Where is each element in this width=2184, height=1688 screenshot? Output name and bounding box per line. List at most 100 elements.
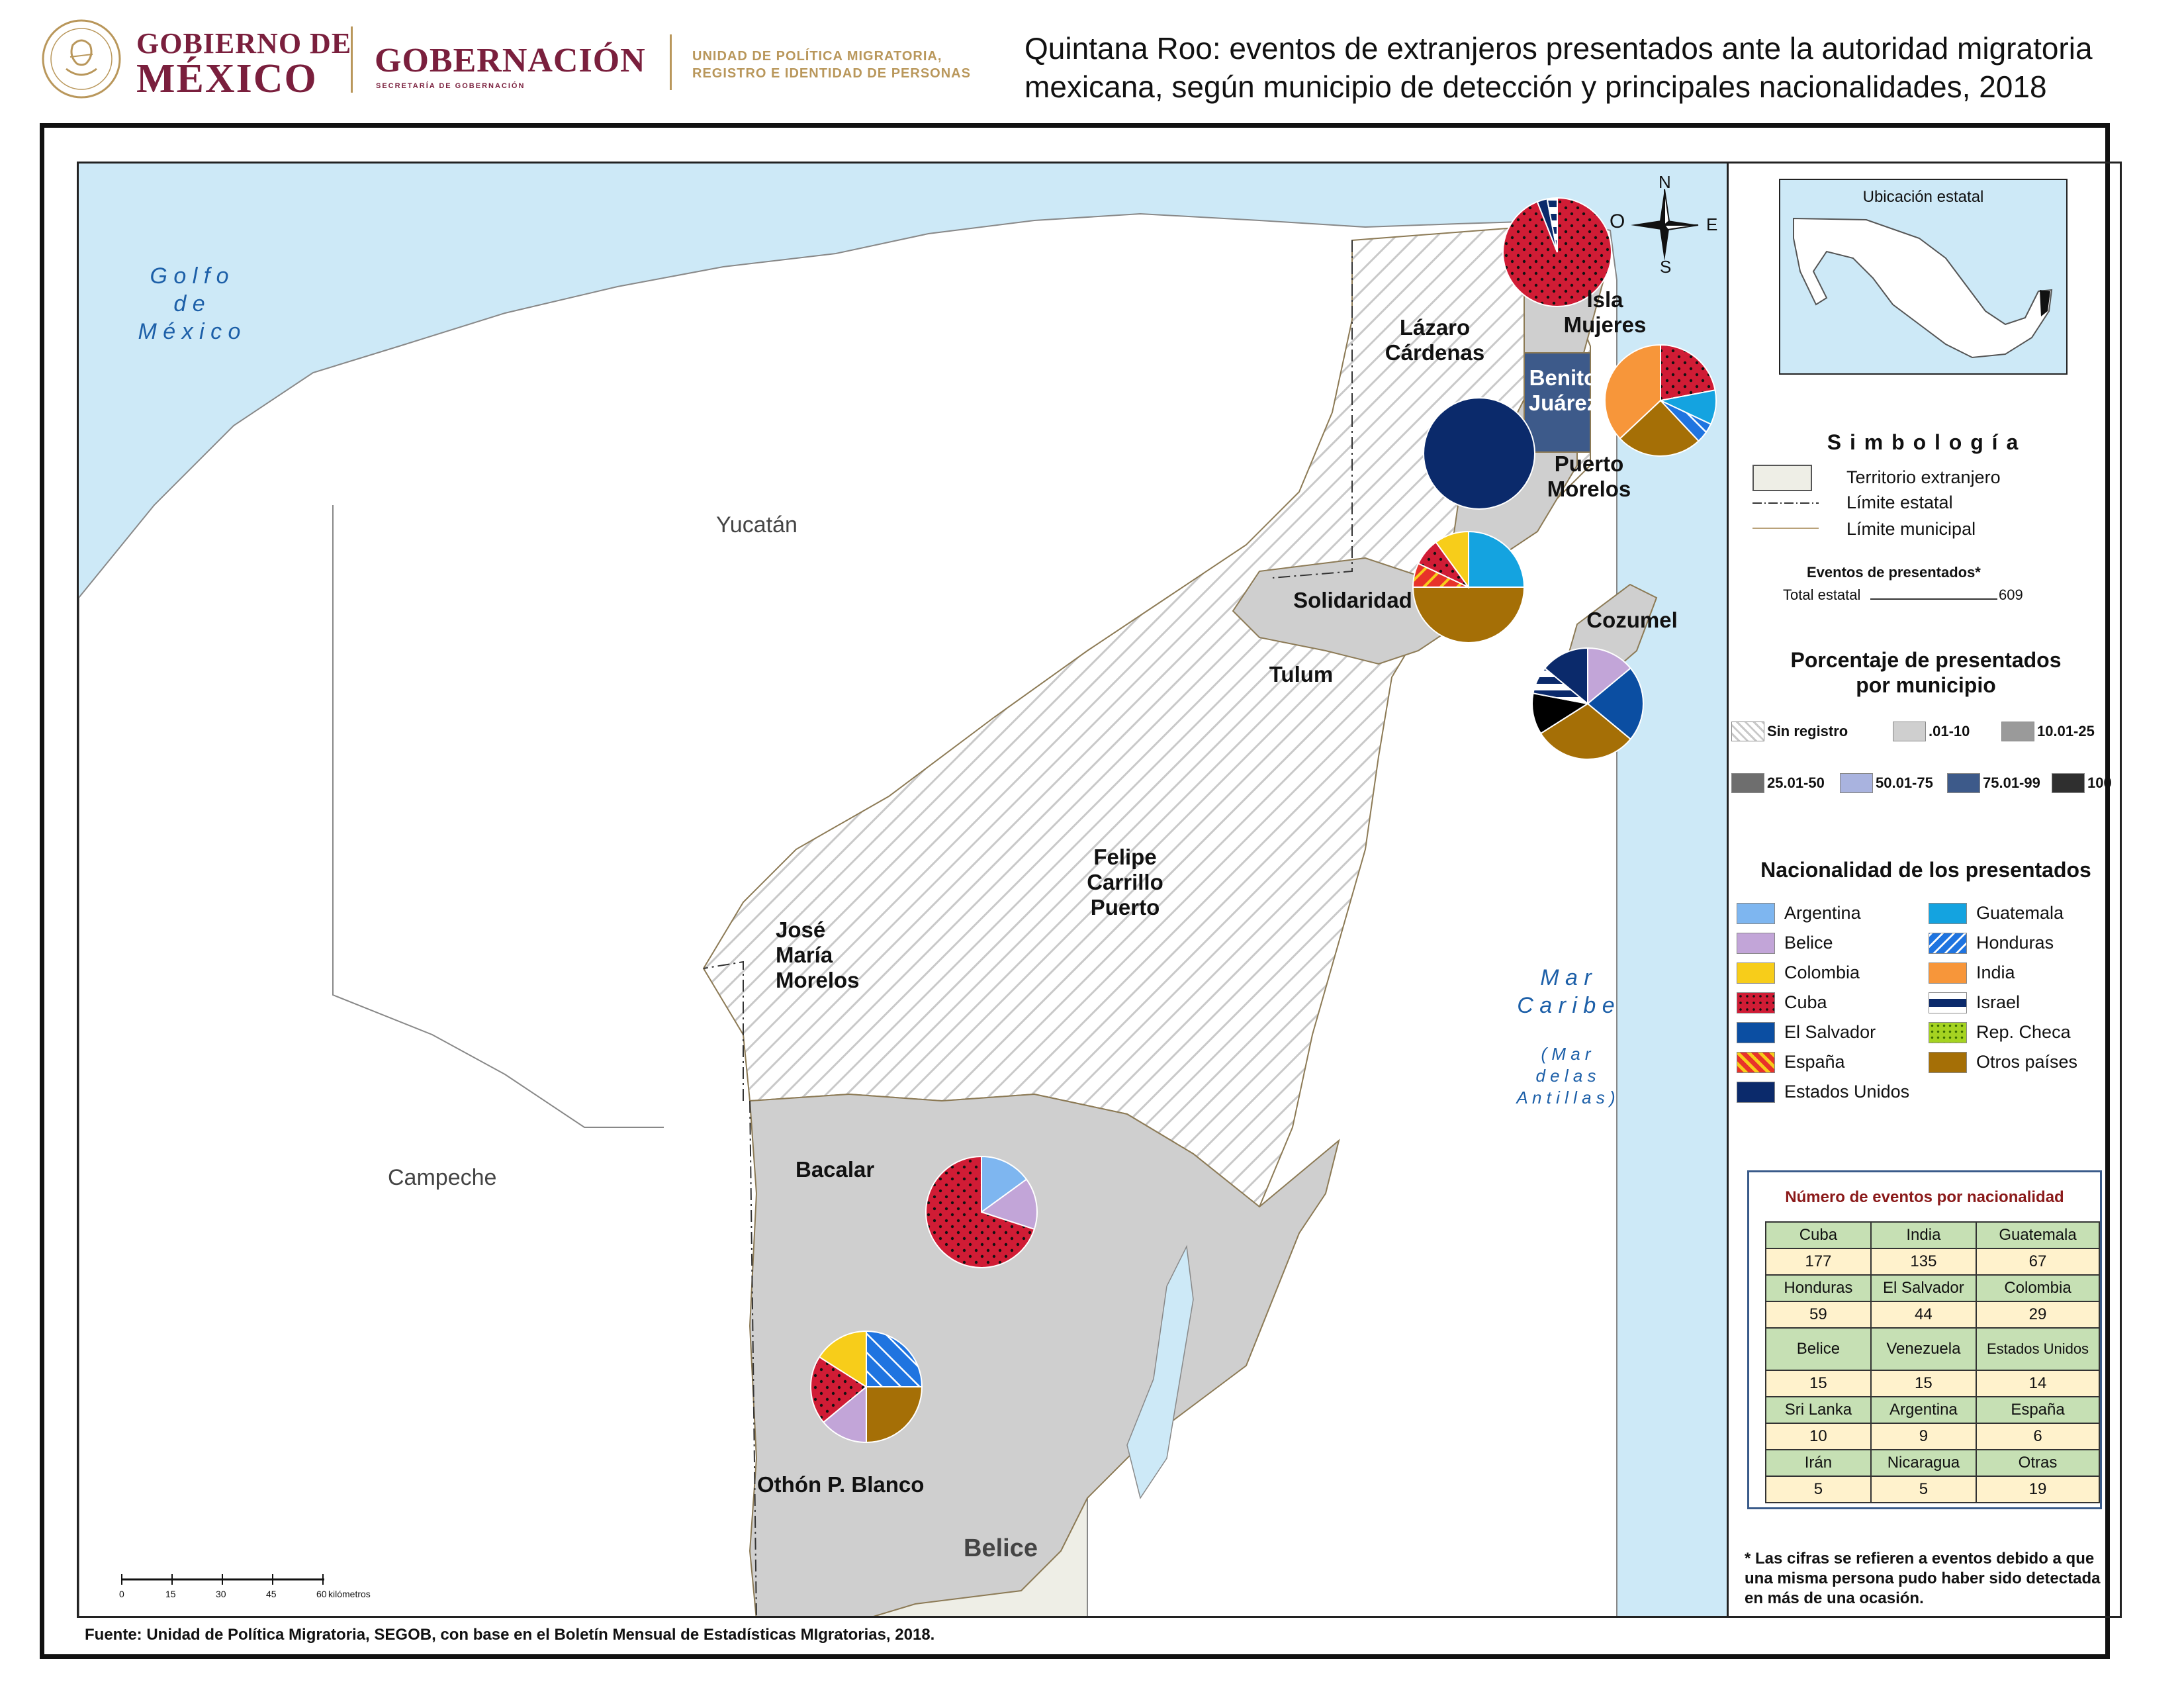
territorio-swatch [1752,465,1812,491]
swatch-israel [1929,992,1967,1013]
swatch-otros-pa-ses [1929,1052,1967,1073]
locator-map: Ubicación estatal [1779,179,2068,375]
table-value-row: 59 44 29 [1765,1301,2100,1329]
scale-bar: 0 15 30 45 60 kilómetros [119,1573,397,1613]
table-cell: India [1870,1221,1978,1249]
table-title: Número de eventos por nacionalidad [1785,1188,2064,1206]
othon-p-blanco-label: Othón P. Blanco [757,1472,925,1497]
jose-maria-morelos-label: José María Morelos [776,917,868,993]
table-cell: El Salvador [1870,1274,1978,1302]
pie-slice-4-1 [1586,667,1644,740]
table-cell: 135 [1870,1248,1978,1276]
swatch-el-salvador [1737,1022,1775,1043]
class-5-swatch [1947,773,1980,793]
pie-slice-6-2 [822,1385,867,1444]
legend-label: El Salvador [1784,1022,1876,1042]
nacionalidad-legend: Argentina Belice Colombia Cuba El Salvador Es… [1734,903,2118,1115]
table-cell: Sri Lanka [1765,1396,1872,1424]
table-cell: 5 [1870,1476,1978,1503]
swatch-argentina [1737,903,1775,924]
table-header-row: Honduras El Salvador Colombia [1765,1274,2100,1302]
pie-slice-4-2 [1539,702,1632,760]
table-cell: España [1976,1396,2100,1424]
legend-label: Belice [1784,933,1833,953]
scale-tick-15: 15 [165,1589,176,1599]
class-6-label: 100 [2087,774,2112,791]
legend-label: Cuba [1784,992,1827,1012]
class-3-label: 25.01-50 [1767,774,1825,791]
puerto-line-1: Puerto [1554,451,1624,476]
jose-line-3: Morelos [776,968,860,992]
pie-slice-6-4 [818,1330,867,1388]
map-panel[interactable] [77,162,1729,1618]
pie-slice-6-1 [866,1386,923,1444]
pie-slice-5-2 [925,1155,1036,1268]
puerto-morelos-label: Puerto Morelos [1526,451,1652,502]
isla-line-1: Isla [1586,287,1623,312]
scale-bar-graphic [121,1574,324,1585]
swatch-rep-checa [1929,1022,1967,1043]
felipe-line-1: Felipe [1093,845,1157,869]
limite-municipal-line [1752,528,1819,529]
compass-icon [1631,189,1699,261]
unidad-text: UNIDAD DE POLÍTICA MIGRATORIA, REGISTRO … [692,48,971,82]
table-value-row: 177 135 67 [1765,1248,2100,1276]
pie-slice-4-3 [1531,692,1590,735]
table-cell: 10 [1765,1423,1872,1450]
unidad-line-1: UNIDAD DE POLÍTICA MIGRATORIA, [692,49,942,64]
felipe-carrillo-puerto-label: Felipe Carrillo Puerto [1059,845,1191,920]
class-sin-registro-swatch [1731,722,1764,741]
class-sin-registro-label: Sin registro [1767,723,1848,739]
swatch-espa-a [1737,1052,1775,1073]
source-text: Fuente: Unidad de Política Migratoria, S… [85,1626,935,1644]
pie-slice-4-5 [1543,647,1588,706]
legend-label: Colombia [1784,962,1860,982]
territorio-label: Territorio extranjero [1846,467,2001,487]
table-cell: Irán [1765,1449,1872,1477]
unidad-line-2: REGISTRO E IDENTIDAD DE PERSONAS [692,66,971,81]
swatch-guatemala [1929,903,1967,924]
campeche-label: Campeche [388,1165,497,1190]
table-cell: 59 [1765,1301,1872,1329]
mexico-text: MÉXICO [136,56,318,101]
table-cell: 44 [1870,1301,1978,1329]
benito-line-2: Juárez [1528,391,1598,415]
table-cell: 15 [1870,1370,1978,1397]
limite-estatal-label: Límite estatal [1846,492,1953,512]
total-label: Total estatal [1783,586,1861,603]
table-cell: Otras [1976,1449,2100,1477]
table-cell: 9 [1870,1423,1978,1450]
tulum-label: Tulum [1269,662,1334,686]
porcentaje-title-line-1: Porcentaje de presentados [1790,648,2062,672]
swatch-colombia [1737,962,1775,984]
compass-n: N [1659,172,1671,192]
table-cell: Venezuela [1870,1327,1978,1371]
table-header-row: Sri Lanka Argentina España [1765,1396,2100,1424]
scale-tick-0: 0 [119,1589,124,1599]
coat-of-arms-logo [42,19,121,99]
lazaro-line-1: Lázaro [1399,315,1471,340]
table-cell: Colombia [1976,1274,2100,1302]
pie-slice-5-0 [981,1155,1028,1213]
scale-tick-60: 60 [316,1589,327,1599]
compass-s: S [1660,257,1672,277]
limite-estatal-line [1752,502,1819,504]
outer-frame [40,123,2110,1659]
pie-slice-1-0 [1660,344,1716,402]
pie-slice-6-3 [810,1356,868,1423]
class-5-label: 75.01-99 [1983,774,2040,791]
legend-label: Otros países [1976,1052,2078,1072]
gobierno-de-text: GOBIERNO DE [136,27,352,60]
mexico-outline-icon [1793,217,2053,359]
compass-rose: N S E O [1608,171,1721,277]
table-header-row: Cuba India Guatemala [1765,1221,2100,1249]
pie-slice-0-2 [1546,197,1558,253]
table-cell: 19 [1976,1476,2100,1503]
table-cell: 14 [1976,1370,2100,1397]
pie-slice-3-0 [1468,530,1525,588]
table-cell: 5 [1765,1476,1872,1503]
pie-chart-layer [810,197,1717,1444]
pie-slice-1-4 [1604,344,1661,440]
table-cell: 15 [1765,1370,1872,1397]
porcentaje-title-line-2: por municipio [1856,673,1996,697]
